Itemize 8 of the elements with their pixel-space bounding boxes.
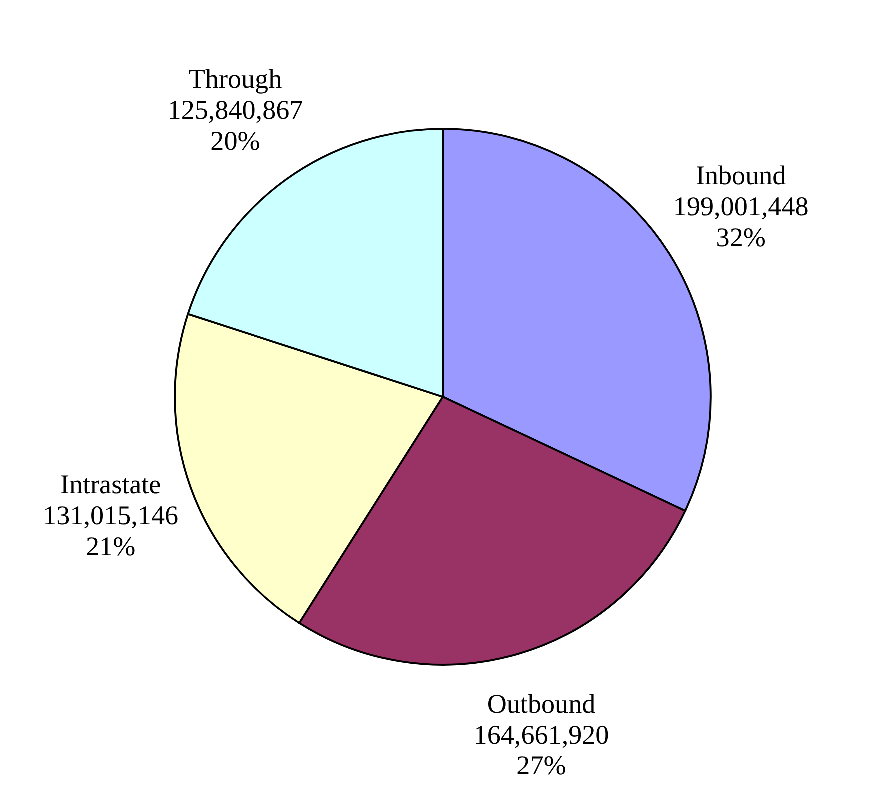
text: 164,661,920 27% [474, 720, 610, 781]
slice-label: Intrastate [60, 469, 162, 500]
text: 131,015,146 21% [43, 500, 179, 562]
slice-label: Through [188, 64, 283, 94]
slice-label: Inbound [696, 160, 787, 191]
slice-label: Outbound [487, 688, 596, 719]
text: 199,001,448 32% [673, 192, 809, 253]
text: 125,840,867 20% [168, 95, 304, 156]
